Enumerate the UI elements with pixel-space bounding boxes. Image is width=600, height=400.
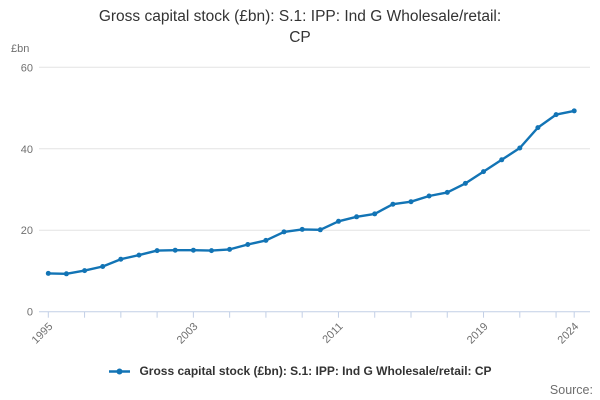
data-line	[47, 109, 576, 275]
x-tick-label: 2003	[175, 321, 201, 347]
data-point	[390, 201, 396, 207]
data-point	[45, 270, 51, 276]
data-point	[535, 125, 541, 131]
data-point	[553, 112, 559, 118]
legend-series-label: Gross capital stock (£bn): S.1: IPP: Ind…	[139, 364, 492, 378]
y-axis-unit-label: £bn	[11, 43, 30, 55]
data-point	[263, 237, 269, 243]
data-point	[462, 180, 468, 186]
data-point	[571, 108, 577, 114]
data-point	[299, 226, 305, 232]
x-tick-label: 2024	[556, 321, 582, 347]
data-point	[227, 246, 233, 252]
data-point	[100, 264, 106, 269]
chart-title-line2: CP	[289, 28, 311, 46]
x-tick-label: 2019	[465, 321, 491, 347]
data-point	[517, 145, 523, 151]
data-point	[118, 256, 124, 262]
data-point	[172, 247, 178, 253]
data-point	[408, 199, 414, 205]
chart-legend: Gross capital stock (£bn): S.1: IPP: Ind…	[0, 364, 600, 378]
chart-title: Gross capital stock (£bn): S.1: IPP: Ind…	[0, 7, 600, 49]
data-point	[82, 268, 88, 274]
data-point	[281, 229, 287, 235]
source-label: Source:	[549, 383, 593, 397]
data-point	[245, 242, 251, 247]
chart-title-line1: Gross capital stock (£bn): S.1: IPP: Ind…	[98, 8, 502, 25]
data-point	[317, 227, 323, 233]
data-point	[426, 193, 432, 199]
y-tick-label: 40	[21, 144, 33, 156]
data-point	[336, 218, 341, 224]
data-point	[154, 248, 160, 254]
data-point	[190, 247, 196, 253]
y-tick-label: 60	[21, 62, 33, 74]
data-point	[209, 248, 214, 254]
data-point	[372, 211, 378, 217]
legend-line-marker-icon	[109, 368, 131, 374]
data-point	[136, 252, 142, 258]
data-point	[444, 189, 450, 195]
x-tick-label: 1995	[30, 321, 56, 347]
data-point	[354, 214, 360, 220]
data-point	[499, 157, 505, 163]
data-point	[63, 271, 69, 277]
x-tick-label: 2011	[320, 321, 345, 346]
y-tick-label: 0	[27, 307, 33, 319]
data-point	[481, 169, 486, 175]
y-tick-label: 20	[21, 225, 33, 237]
